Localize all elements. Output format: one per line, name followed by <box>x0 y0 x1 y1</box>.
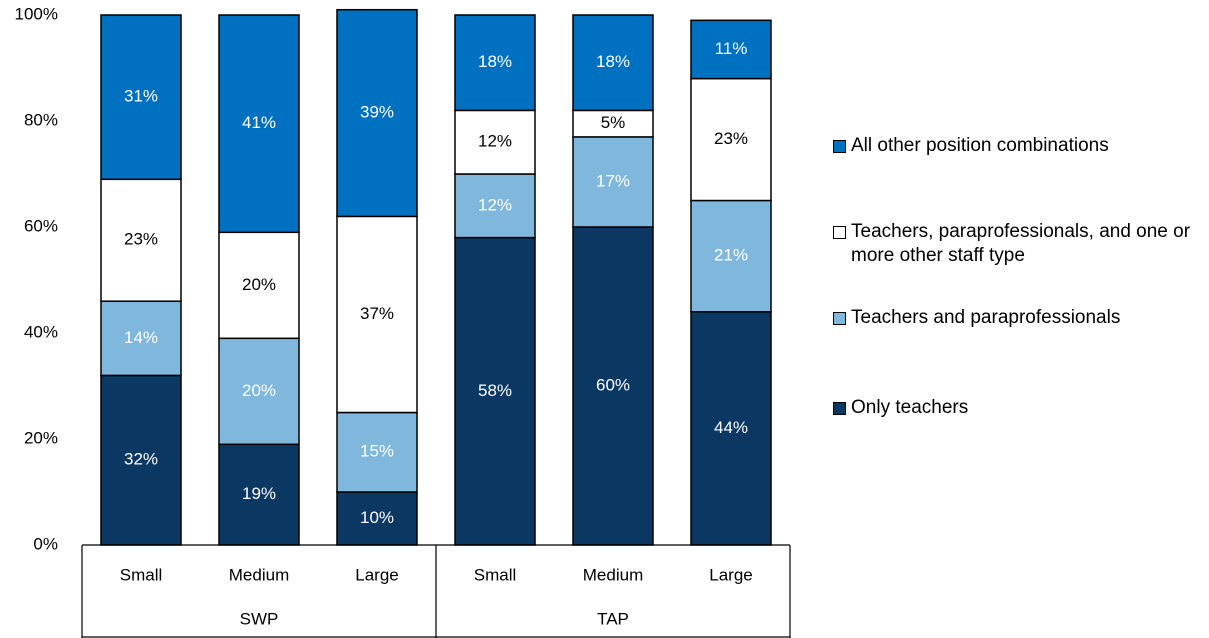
legend-swatch <box>833 402 846 415</box>
group-label: SWP <box>240 609 279 628</box>
data-label: 23% <box>714 129 748 148</box>
legend-item: All other position combinations <box>833 134 1109 158</box>
x-tick-label: Medium <box>229 565 289 584</box>
data-label: 60% <box>596 375 630 394</box>
data-label: 15% <box>360 442 394 461</box>
data-label: 11% <box>715 39 748 58</box>
data-label: 14% <box>124 328 158 347</box>
bar-segment <box>572 109 654 138</box>
bar-segment <box>336 491 418 546</box>
bar-segment <box>572 136 654 228</box>
data-label: 32% <box>124 450 158 469</box>
y-tick-label: 100% <box>15 4 58 23</box>
bar-segment <box>336 215 418 414</box>
y-tick-label: 20% <box>24 428 58 447</box>
bar-segment <box>690 77 772 202</box>
legend-label: Teachers, paraprofessionals, and one or … <box>851 221 1191 266</box>
y-tick-label: 80% <box>24 110 58 129</box>
y-tick-label: 0% <box>33 534 58 553</box>
data-label: 20% <box>242 275 276 294</box>
data-label: 39% <box>360 103 394 122</box>
data-label: 18% <box>478 52 512 71</box>
y-tick-label: 60% <box>24 216 58 235</box>
legend-label: Only teachers <box>851 397 969 418</box>
x-tick-label: Medium <box>583 565 643 584</box>
legend-label: All other position combinations <box>851 135 1109 156</box>
x-tick-label: Small <box>474 565 517 584</box>
bar-segment <box>454 236 536 546</box>
bar-segment <box>336 411 418 493</box>
bar-segment <box>218 337 300 446</box>
bar-segment <box>100 300 182 377</box>
data-label: 10% <box>360 508 394 527</box>
bar-segment <box>572 226 654 546</box>
data-label: 58% <box>478 381 512 400</box>
data-label: 19% <box>242 484 276 503</box>
legend-item: Teachers, paraprofessionals, and one or … <box>833 220 1203 268</box>
data-label: 20% <box>242 381 276 400</box>
data-label: 23% <box>124 230 158 249</box>
bar-segment <box>100 14 182 181</box>
legend-swatch <box>833 312 846 325</box>
legend-swatch <box>833 226 846 239</box>
legend-label: Teachers and paraprofessionals <box>851 307 1121 328</box>
y-tick-label: 40% <box>24 322 58 341</box>
data-label: 12% <box>478 195 512 214</box>
x-tick-label: Large <box>709 565 752 584</box>
legend-item: Only teachers <box>833 396 968 420</box>
x-tick-label: Small <box>120 565 163 584</box>
bar-segment <box>690 19 772 80</box>
data-label: 31% <box>124 87 158 106</box>
group-label: TAP <box>597 609 629 628</box>
data-label: 21% <box>714 246 748 265</box>
data-label: 37% <box>360 304 394 323</box>
data-label: 41% <box>242 113 276 132</box>
bar-segment <box>454 14 536 112</box>
bar-segment <box>572 14 654 112</box>
x-tick-label: Large <box>355 565 398 584</box>
bar-segment <box>100 178 182 302</box>
legend-swatch <box>833 140 846 153</box>
data-label: 5% <box>601 113 626 132</box>
bar-segment <box>336 8 418 218</box>
bar-segment <box>454 109 536 175</box>
bar-segment <box>218 14 300 234</box>
data-label: 17% <box>596 171 630 190</box>
data-label: 18% <box>596 52 630 71</box>
bar-segment <box>690 199 772 313</box>
data-label: 12% <box>478 132 512 151</box>
bar-segment <box>218 231 300 340</box>
data-label: 44% <box>714 418 748 437</box>
legend-item: Teachers and paraprofessionals <box>833 306 1120 330</box>
